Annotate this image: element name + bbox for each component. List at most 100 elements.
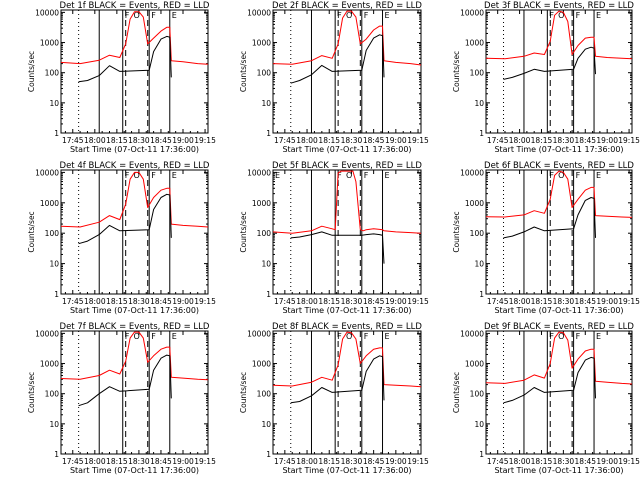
flag-label: O (558, 332, 564, 341)
panel-det-3: Det 3f BLACK = Events, RED = LLD 1 10 100 10… (452, 1, 640, 154)
x-tick-label: 19:15 (194, 297, 216, 306)
x-tick-label: 17:45 (62, 297, 84, 306)
x-tick-label: 18:30 (128, 457, 150, 466)
panel-det-8: Det 8f BLACK = Events, RED = LLD 1 10 100 10… (239, 322, 429, 475)
x-axis-label: Start Time (07-Oct-11 17:36:00) (282, 466, 411, 475)
x-tick-label: 19:00 (385, 297, 407, 306)
x-tick-label: 18:00 (84, 457, 106, 466)
panel-title: Det 4f BLACK = Events, RED = LLD (60, 161, 210, 171)
x-tick-label: 18:00 (84, 136, 106, 145)
x-tick-label: 18:00 (509, 297, 531, 306)
y-axis-label: Counts/sec (239, 51, 248, 92)
series-red-lld (272, 331, 422, 388)
panel-title: Det 9f BLACK = Events, RED = LLD (484, 322, 634, 332)
panel-title: Det 2f BLACK = Events, RED = LLD (272, 1, 422, 11)
y-tick-label: 10 (474, 420, 484, 429)
x-tick-label: 18:00 (84, 297, 106, 306)
y-tick-label: 100 (470, 390, 485, 399)
flag-label: F (576, 11, 581, 20)
x-tick-label: 18:00 (509, 136, 531, 145)
x-axis-label: Start Time (07-Oct-11 17:36:00) (494, 145, 623, 154)
x-tick-label: 19:00 (172, 457, 194, 466)
x-tick-label: 17:45 (487, 136, 509, 145)
x-tick-label: 18:15 (318, 136, 340, 145)
series-red-lld (60, 331, 209, 381)
y-tick-label: 10 (474, 99, 484, 108)
flag-label: F (151, 171, 156, 180)
flag-label: F (151, 332, 156, 341)
y-tick-label: 100 (45, 390, 60, 399)
x-tick-label: 19:15 (407, 297, 429, 306)
y-tick-label: 10000 (460, 8, 484, 17)
y-tick-label: 100 (257, 229, 272, 238)
y-axis-label: Counts/sec (452, 211, 461, 252)
flag-label: O (346, 332, 352, 341)
x-tick-label: 17:45 (274, 297, 296, 306)
y-tick-label: 100 (257, 69, 272, 78)
series-red-lld (485, 170, 633, 218)
x-tick-label: 18:45 (574, 297, 596, 306)
x-tick-label: 18:00 (296, 457, 318, 466)
x-tick-label: 18:15 (531, 297, 553, 306)
y-tick-label: 1 (54, 450, 59, 459)
x-tick-label: 18:45 (150, 297, 172, 306)
y-tick-label: 10000 (247, 168, 271, 177)
y-tick-label: 1000 (40, 39, 59, 48)
x-tick-label: 19:15 (194, 136, 216, 145)
series-black-events (78, 193, 172, 245)
y-tick-label: 1000 (40, 360, 59, 369)
x-tick-label: 17:45 (274, 457, 296, 466)
y-tick-label: 1000 (465, 360, 484, 369)
x-tick-label: 18:30 (341, 457, 363, 466)
flag-label: O (346, 11, 352, 20)
x-tick-label: 19:00 (385, 136, 407, 145)
x-tick-label: 18:30 (128, 136, 150, 145)
x-tick-label: 18:30 (553, 297, 575, 306)
x-tick-label: 19:15 (618, 297, 640, 306)
flag-label: E (172, 11, 177, 20)
series-red-lld (272, 170, 422, 234)
x-tick-label: 19:00 (172, 136, 194, 145)
panel-det-2: Det 2f BLACK = Events, RED = LLD 1 10 100 10… (239, 1, 429, 154)
x-tick-label: 18:30 (128, 297, 150, 306)
y-tick-label: 10 (261, 260, 271, 269)
series-black-events (78, 354, 172, 407)
x-tick-label: 18:45 (150, 457, 172, 466)
x-tick-label: 19:15 (618, 457, 640, 466)
y-tick-label: 1000 (40, 199, 59, 208)
series-black-events (290, 34, 385, 84)
y-tick-label: 1000 (252, 360, 271, 369)
flag-label: F (337, 171, 342, 180)
y-tick-label: 10 (49, 420, 59, 429)
x-tick-label: 18:15 (531, 457, 553, 466)
x-axis-label: Start Time (07-Oct-11 17:36:00) (494, 466, 623, 475)
y-tick-label: 100 (45, 229, 60, 238)
x-tick-label: 18:45 (363, 136, 385, 145)
y-axis-label: Counts/sec (452, 372, 461, 413)
y-tick-label: 1000 (252, 199, 271, 208)
x-tick-label: 17:45 (62, 136, 84, 145)
x-tick-label: 18:00 (296, 136, 318, 145)
x-tick-label: 19:00 (596, 297, 618, 306)
y-axis-label: Counts/sec (239, 211, 248, 252)
x-tick-label: 18:45 (150, 136, 172, 145)
y-tick-label: 10 (474, 260, 484, 269)
x-tick-label: 18:00 (509, 457, 531, 466)
plot-frame (60, 9, 209, 134)
x-tick-label: 18:30 (553, 457, 575, 466)
x-tick-label: 19:15 (618, 136, 640, 145)
x-tick-label: 18:15 (318, 457, 340, 466)
y-tick-label: 10 (261, 99, 271, 108)
flag-label: O (558, 11, 564, 20)
flag-label: F (125, 332, 130, 341)
y-tick-label: 1 (266, 450, 271, 459)
x-tick-label: 18:30 (341, 136, 363, 145)
x-tick-label: 17:45 (487, 457, 509, 466)
flag-label: O (134, 332, 140, 341)
x-tick-label: 18:15 (106, 136, 128, 145)
plot-frame (272, 9, 422, 134)
x-tick-label: 17:45 (62, 457, 84, 466)
y-tick-label: 1000 (465, 199, 484, 208)
series-red-lld (60, 171, 209, 228)
panel-det-9: Det 9f BLACK = Events, RED = LLD 1 10 100 10… (452, 322, 640, 475)
